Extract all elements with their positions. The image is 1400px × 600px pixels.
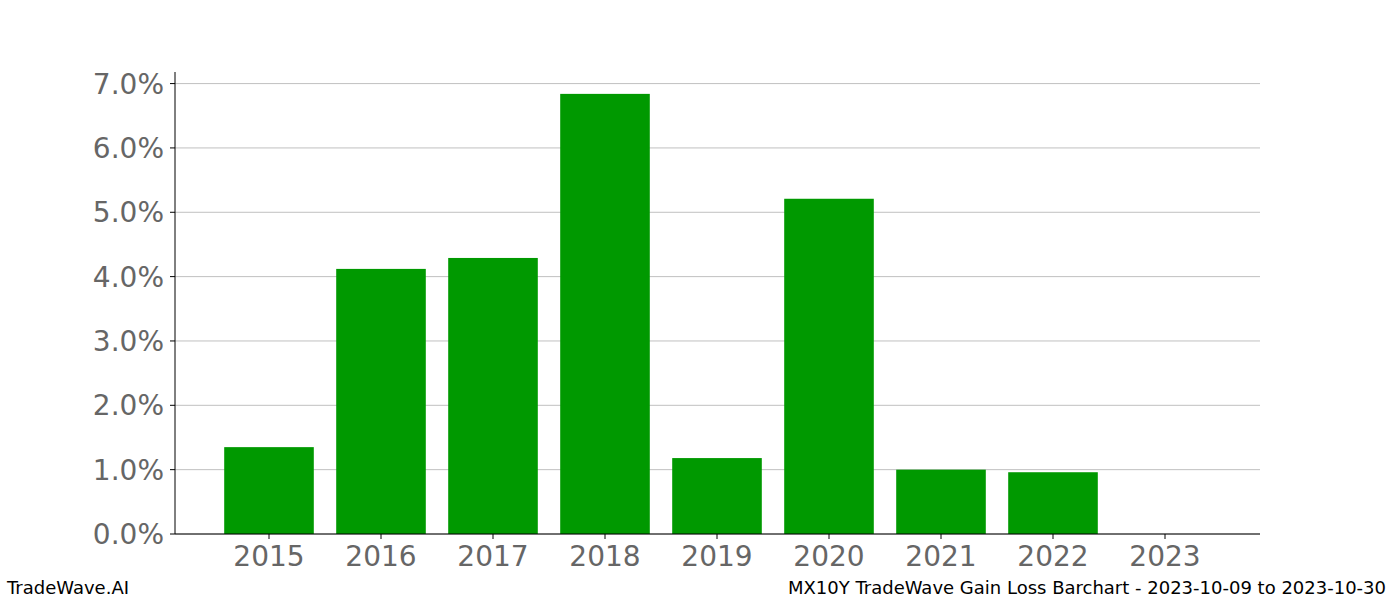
footer-right: MX10Y TradeWave Gain Loss Barchart - 202… [788,577,1386,598]
x-tick-label: 2017 [457,540,528,573]
x-tick-mark [493,534,494,539]
bar [672,458,762,534]
grid-line [175,83,1260,84]
bars [224,94,1098,534]
tick-mark [170,340,175,341]
bar [448,258,538,534]
bar [1008,472,1098,534]
bar [224,447,314,534]
x-tick-mark [1053,534,1054,539]
tick-mark [170,534,175,535]
bar [784,199,874,534]
x-tick-label: 2019 [681,540,752,573]
x-tick-label: 2015 [233,540,304,573]
tick-mark [170,83,175,84]
y-tick-label: 5.0% [93,196,164,229]
y-tick-label: 6.0% [93,132,164,165]
bar [560,94,650,534]
bar [896,470,986,534]
y-tick-label: 1.0% [93,454,164,487]
x-tick-mark [605,534,606,539]
x-tick-label: 2018 [569,540,640,573]
tick-mark [170,405,175,406]
tick-mark [170,469,175,470]
x-tick-mark [717,534,718,539]
y-tick-label: 0.0% [93,518,164,551]
tick-mark [170,212,175,213]
tick-mark [170,276,175,277]
y-axis-line [175,72,176,534]
x-axis-line [175,534,1260,535]
grid-line [175,147,1260,148]
x-tick-label: 2023 [1129,540,1200,573]
grid-line [175,212,1260,213]
grid-line [175,534,1260,535]
y-tick-label: 2.0% [93,389,164,422]
x-tick-mark [1165,534,1166,539]
bar [336,269,426,534]
tick-mark [170,147,175,148]
x-tick-mark [829,534,830,539]
y-tick-label: 4.0% [93,261,164,294]
x-tick-mark [941,534,942,539]
x-tick-mark [269,534,270,539]
footer-left: TradeWave.AI [6,577,129,598]
x-tick-label: 2021 [905,540,976,573]
x-tick-label: 2022 [1017,540,1088,573]
x-tick-label: 2020 [793,540,864,573]
chart: 0.0% 1.0% 2.0% 3.0% 4.0% 5.0% 6.0% 7.0% 2015 2016… [0,0,1400,600]
y-tick-label: 7.0% [93,68,164,101]
x-tick-label: 2016 [345,540,416,573]
y-tick-label: 3.0% [93,325,164,358]
x-tick-mark [381,534,382,539]
